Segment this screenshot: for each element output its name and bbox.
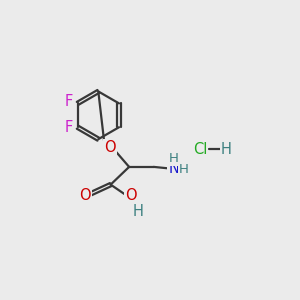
- Text: F: F: [65, 120, 73, 135]
- Text: O: O: [126, 188, 137, 203]
- Text: O: O: [104, 140, 116, 155]
- Text: Cl: Cl: [193, 142, 207, 157]
- Text: H: H: [221, 142, 232, 157]
- Text: H: H: [169, 152, 179, 165]
- Text: H: H: [132, 204, 143, 219]
- Text: O: O: [80, 188, 91, 203]
- Text: N: N: [168, 161, 179, 176]
- Text: F: F: [65, 94, 73, 109]
- Text: H: H: [179, 164, 189, 176]
